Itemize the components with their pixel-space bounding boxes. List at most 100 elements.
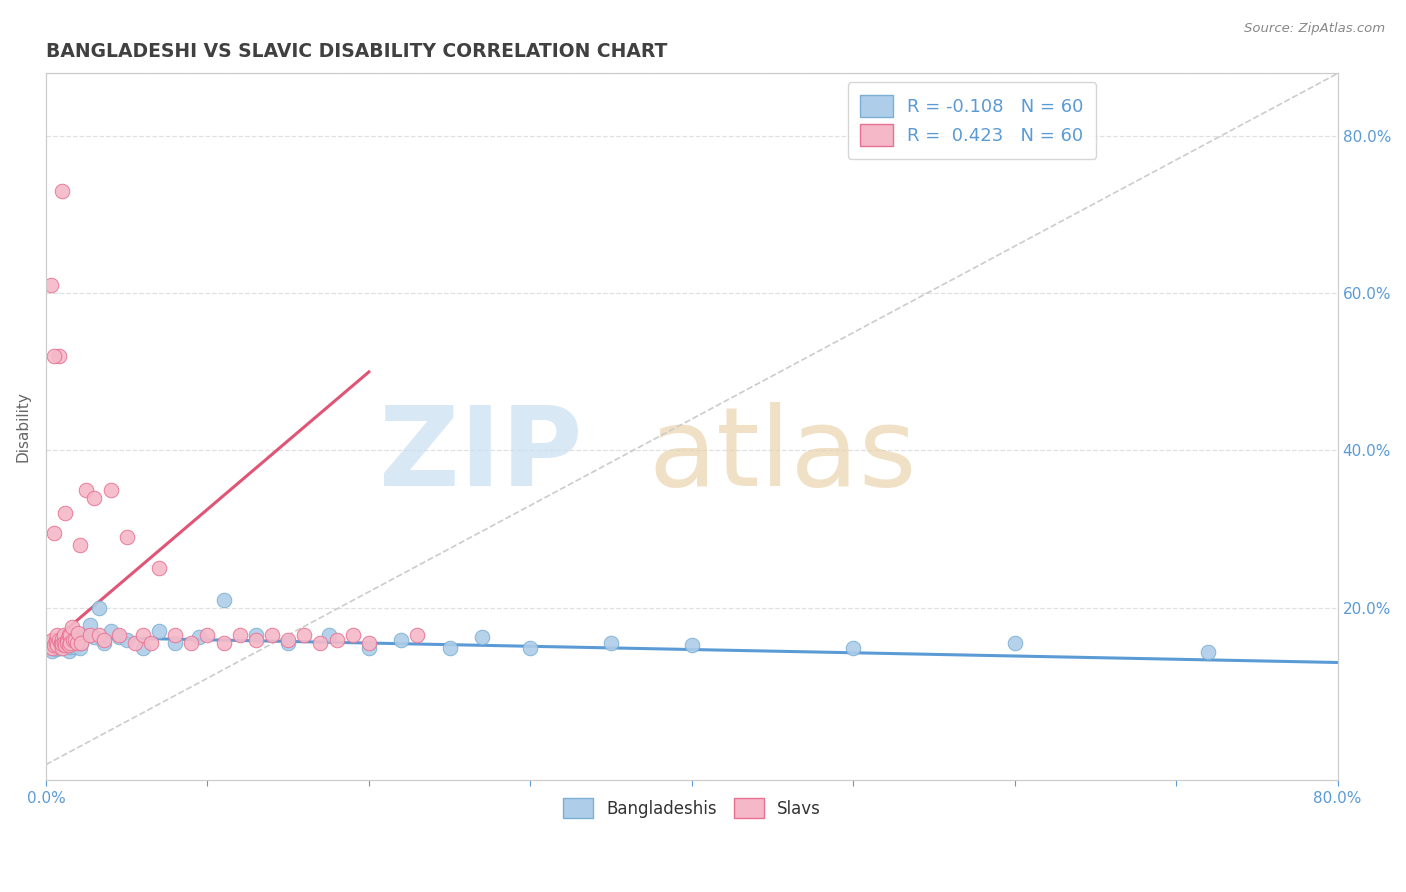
Point xyxy=(39,641,62,656)
Point xyxy=(75,628,97,642)
Point xyxy=(115,530,138,544)
Point xyxy=(406,628,429,642)
Point xyxy=(439,641,461,656)
Point xyxy=(52,634,75,648)
Point xyxy=(70,636,93,650)
Point xyxy=(471,631,494,645)
Point xyxy=(62,636,84,650)
Point xyxy=(63,633,86,648)
Point xyxy=(260,628,283,642)
Point xyxy=(600,636,623,650)
Point xyxy=(38,636,60,650)
Point xyxy=(51,632,73,646)
Point xyxy=(79,628,101,642)
Point xyxy=(51,184,73,198)
Point xyxy=(46,640,69,654)
Point xyxy=(188,631,211,645)
Point xyxy=(58,643,80,657)
Point xyxy=(52,628,75,642)
Point xyxy=(107,631,129,645)
Point xyxy=(67,625,90,640)
Point xyxy=(56,641,79,656)
Point xyxy=(58,634,80,648)
Point xyxy=(148,624,170,638)
Point xyxy=(48,633,70,648)
Point xyxy=(66,636,89,650)
Point xyxy=(132,628,155,642)
Point xyxy=(100,624,122,638)
Point xyxy=(62,633,84,648)
Point xyxy=(79,617,101,632)
Point xyxy=(49,636,72,650)
Point xyxy=(389,633,412,648)
Point xyxy=(49,636,72,650)
Point xyxy=(66,636,89,650)
Point xyxy=(49,636,72,650)
Point xyxy=(52,636,75,650)
Point xyxy=(58,638,80,652)
Point xyxy=(39,278,62,293)
Point xyxy=(357,636,380,650)
Point xyxy=(83,631,105,645)
Point xyxy=(69,641,91,656)
Point xyxy=(124,636,146,650)
Point xyxy=(318,628,340,642)
Point xyxy=(277,633,299,648)
Y-axis label: Disability: Disability xyxy=(15,392,30,462)
Text: atlas: atlas xyxy=(648,401,917,508)
Point xyxy=(93,636,115,650)
Point xyxy=(42,349,65,363)
Point xyxy=(115,633,138,648)
Point xyxy=(342,628,364,642)
Legend: Bangladeshis, Slavs: Bangladeshis, Slavs xyxy=(557,791,827,825)
Point xyxy=(70,636,93,650)
Point xyxy=(53,506,76,520)
Point xyxy=(48,349,70,363)
Point xyxy=(60,631,83,645)
Point xyxy=(51,632,73,646)
Point xyxy=(53,638,76,652)
Point xyxy=(45,637,67,651)
Point xyxy=(100,483,122,497)
Point xyxy=(67,633,90,648)
Point xyxy=(681,638,703,652)
Point xyxy=(83,491,105,505)
Point xyxy=(42,633,65,648)
Point xyxy=(51,641,73,656)
Point xyxy=(292,628,315,642)
Point xyxy=(519,641,541,656)
Point xyxy=(309,636,332,650)
Point xyxy=(180,636,202,650)
Point xyxy=(132,641,155,656)
Point xyxy=(89,600,111,615)
Point xyxy=(59,640,82,654)
Point xyxy=(42,638,65,652)
Point xyxy=(41,638,63,652)
Point xyxy=(245,633,267,648)
Point xyxy=(58,628,80,642)
Point xyxy=(148,561,170,575)
Point xyxy=(56,638,79,652)
Point xyxy=(52,637,75,651)
Point xyxy=(165,628,187,642)
Point xyxy=(51,637,73,651)
Point xyxy=(89,628,111,642)
Point xyxy=(93,633,115,648)
Point xyxy=(53,640,76,654)
Point xyxy=(46,628,69,642)
Point xyxy=(41,633,63,648)
Point xyxy=(42,640,65,654)
Point xyxy=(53,636,76,650)
Text: Source: ZipAtlas.com: Source: ZipAtlas.com xyxy=(1244,22,1385,36)
Point xyxy=(45,633,67,648)
Point xyxy=(325,633,347,648)
Point xyxy=(41,641,63,656)
Point xyxy=(48,641,70,656)
Point xyxy=(197,628,219,642)
Point xyxy=(63,640,86,654)
Point xyxy=(69,538,91,552)
Point xyxy=(75,483,97,497)
Text: ZIP: ZIP xyxy=(378,401,582,508)
Point xyxy=(228,628,250,642)
Point xyxy=(51,641,73,656)
